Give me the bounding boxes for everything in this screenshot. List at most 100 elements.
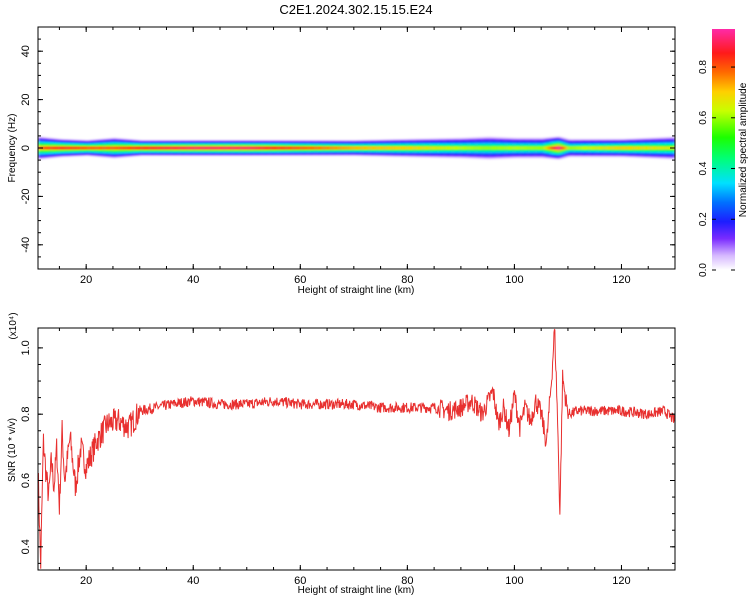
spectrogram-core-cell xyxy=(501,146,505,150)
spectrogram-core-cell xyxy=(559,146,564,150)
spectrogram-core-cell xyxy=(375,146,379,150)
spectrogram-band xyxy=(38,135,675,161)
spectrogram-core-cell xyxy=(602,146,607,150)
spectrogram-panel: 20 40 60 80 100 120 40 20 0 -20 -40 Height of str… xyxy=(7,26,676,296)
spectrogram-core-cell xyxy=(96,146,101,150)
spectrogram-core-cell xyxy=(329,146,334,150)
spectrogram-core-cell xyxy=(182,146,186,150)
spectrogram-core-cell xyxy=(187,146,192,150)
spectrogram-core-cell xyxy=(447,146,451,150)
spectrogram-core-cell xyxy=(348,146,352,150)
snr-y-tick-label: 0.4 xyxy=(20,539,32,554)
spectrogram-core-cell xyxy=(99,146,103,150)
snr-y-ticks: 1.0 0.8 0.6 0.4 xyxy=(20,340,675,564)
snr-y-axis-label: SNR (10 * v/v) xyxy=(7,418,18,482)
snr-x-tick-label: 40 xyxy=(187,575,199,587)
spectrogram-x-tick-label: 20 xyxy=(80,274,92,286)
spectrogram-core-cell xyxy=(185,146,189,150)
spectrogram-core-cell xyxy=(423,146,427,150)
spectrogram-core-cell xyxy=(286,146,291,150)
spectrogram-core-cell xyxy=(78,146,82,150)
snr-x-axis-label: Height of straight line (km) xyxy=(298,585,415,596)
spectrogram-core-cell xyxy=(656,146,660,150)
spectrogram-core-cell xyxy=(551,146,556,150)
spectrogram-core-cell xyxy=(479,146,483,150)
spectrogram-core-cell xyxy=(426,146,430,150)
spectrogram-core-cell xyxy=(600,146,604,150)
spectrogram-core-cell xyxy=(412,146,416,150)
spectrogram-core-cell xyxy=(72,146,77,150)
colorbar-label: Normalized spectral amplitude xyxy=(738,82,749,217)
spectrogram-core-cell xyxy=(311,146,315,150)
spectrogram-core-cell xyxy=(565,146,569,150)
spectrogram-core-cell xyxy=(257,146,261,150)
spectrogram-core-cell xyxy=(393,146,398,150)
spectrogram-core-cell xyxy=(597,146,601,150)
spectrogram-core-cell xyxy=(648,146,652,150)
spectrogram-core-cell xyxy=(634,146,639,150)
spectrogram-core-cell xyxy=(278,146,283,150)
spectrogram-core-cell xyxy=(436,146,441,150)
spectrogram-core-cell xyxy=(163,146,168,150)
spectrogram-core-cell xyxy=(319,146,323,150)
spectrogram-core-cell xyxy=(407,146,411,150)
spectrogram-core-cell xyxy=(519,146,524,150)
spectrogram-core-cell xyxy=(120,146,125,150)
spectrogram-core-cell xyxy=(83,146,87,150)
spectrogram-core-cell xyxy=(273,146,277,150)
spectrogram-core-cell xyxy=(626,146,631,150)
spectrogram-core-cell xyxy=(428,146,433,150)
spectrogram-core-cell xyxy=(541,146,545,150)
snr-x-tick-label: 120 xyxy=(612,575,630,587)
spectrogram-core-cell xyxy=(613,146,617,150)
spectrogram-core-cell xyxy=(490,146,494,150)
spectrogram-core-cell xyxy=(305,146,309,150)
spectrogram-y-tick-label: 20 xyxy=(20,93,32,105)
spectrogram-core-cell xyxy=(458,146,462,150)
spectrogram-core-cell xyxy=(129,146,133,150)
spectrogram-core-cell xyxy=(308,146,312,150)
spectrogram-core-cell xyxy=(361,146,366,150)
spectrogram-core-cell xyxy=(383,146,387,150)
spectrogram-core-cell xyxy=(126,146,130,150)
spectrogram-core-cell xyxy=(193,146,197,150)
spectrogram-core-cell xyxy=(297,146,301,150)
spectrogram-core-cell xyxy=(418,146,422,150)
spectrogram-core-cell xyxy=(91,146,95,150)
spectrogram-core-cell xyxy=(324,146,328,150)
spectrogram-core-cell xyxy=(209,146,213,150)
spectrogram-core-cell xyxy=(369,146,374,150)
spectrogram-core-cell xyxy=(169,146,173,150)
spectrogram-core-cell xyxy=(161,146,165,150)
spectrogram-y-tick-label: -40 xyxy=(20,237,32,253)
spectrogram-core-cell xyxy=(335,146,339,150)
spectrogram-core-cell xyxy=(112,146,117,150)
spectrogram-core-cell xyxy=(198,146,202,150)
spectrogram-core-cell xyxy=(415,146,419,150)
spectrogram-core-cell xyxy=(252,146,256,150)
colorbar-ticks: 0.0 0.2 0.4 0.6 0.8 xyxy=(698,60,735,277)
spectrogram-core-cell xyxy=(94,146,98,150)
spectrogram-core-cell xyxy=(530,146,534,150)
spectrogram-core-cell xyxy=(260,146,264,150)
spectrogram-core-cell xyxy=(238,146,243,150)
spectrogram-core-cell xyxy=(147,146,152,150)
snr-x-tick-label: 80 xyxy=(401,575,413,587)
spectrogram-core-cell xyxy=(460,146,465,150)
spectrogram-core-cell xyxy=(171,146,176,150)
spectrogram-x-ticks: 20 40 60 80 100 120 xyxy=(58,27,676,286)
spectrogram-core-cell xyxy=(364,146,368,150)
spectrogram-core-cell xyxy=(246,146,251,150)
spectrogram-core-cell xyxy=(420,146,425,150)
spectrogram-core-cell xyxy=(495,146,499,150)
spectrogram-core-cell xyxy=(562,146,566,150)
spectrogram-core-cell xyxy=(177,146,181,150)
spectrogram-core-cell xyxy=(142,146,146,150)
spectrogram-core-cell xyxy=(86,146,90,150)
spectrogram-core-cell xyxy=(332,146,336,150)
spectrogram-core-cell xyxy=(48,146,52,150)
spectrogram-core-cell xyxy=(650,146,655,150)
spectrogram-core-cell xyxy=(195,146,200,150)
spectrogram-core-cell xyxy=(399,146,403,150)
spectrogram-core-cell xyxy=(396,146,400,150)
